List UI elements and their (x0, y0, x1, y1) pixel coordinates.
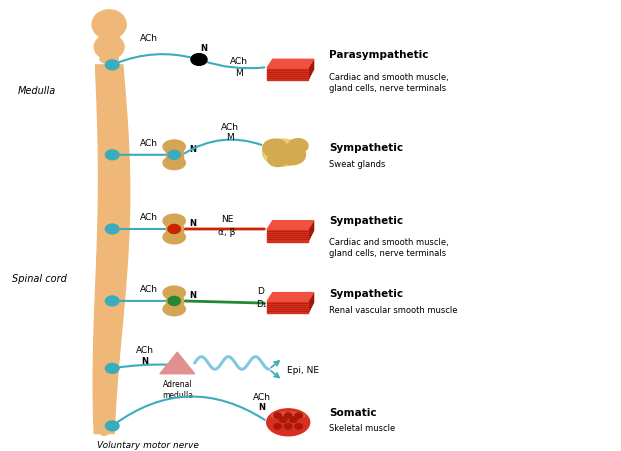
Text: Renal vascular smooth muscle: Renal vascular smooth muscle (329, 305, 458, 314)
Text: α, β: α, β (218, 228, 235, 237)
Circle shape (106, 61, 119, 71)
Text: Spinal cord: Spinal cord (12, 274, 66, 284)
Ellipse shape (94, 36, 124, 60)
Circle shape (168, 297, 180, 306)
Circle shape (279, 417, 287, 423)
Circle shape (274, 413, 281, 419)
Circle shape (288, 139, 308, 154)
Text: D₁: D₁ (256, 299, 266, 308)
Text: Voluntary motor nerve: Voluntary motor nerve (97, 440, 199, 449)
Text: Sympathetic: Sympathetic (329, 288, 403, 298)
Circle shape (295, 413, 302, 419)
Polygon shape (308, 293, 314, 314)
Text: M: M (226, 132, 234, 141)
Circle shape (268, 153, 288, 167)
Ellipse shape (163, 141, 185, 154)
Text: ACh: ACh (230, 56, 248, 65)
Ellipse shape (163, 303, 185, 316)
Circle shape (191, 55, 207, 66)
Circle shape (168, 151, 180, 160)
Circle shape (295, 424, 302, 429)
Text: M: M (235, 69, 243, 78)
Circle shape (284, 413, 292, 419)
Ellipse shape (99, 423, 110, 435)
Text: ACh: ACh (140, 34, 158, 42)
Text: N: N (189, 291, 197, 299)
Text: D: D (258, 286, 265, 295)
Polygon shape (166, 152, 183, 159)
Polygon shape (267, 221, 314, 230)
Text: Somatic: Somatic (329, 408, 377, 418)
Text: N: N (189, 219, 197, 228)
Text: ACh: ACh (135, 345, 153, 354)
Circle shape (106, 421, 119, 431)
Polygon shape (308, 221, 314, 242)
Text: Skeletal muscle: Skeletal muscle (329, 423, 396, 432)
Text: Medulla: Medulla (18, 85, 57, 96)
Polygon shape (93, 66, 130, 433)
Polygon shape (267, 302, 308, 314)
Polygon shape (160, 352, 194, 374)
Circle shape (289, 417, 297, 423)
Text: ACh: ACh (140, 212, 158, 221)
Ellipse shape (163, 231, 185, 244)
Circle shape (284, 424, 292, 429)
Circle shape (106, 151, 119, 161)
Text: ACh: ACh (140, 138, 158, 147)
Polygon shape (308, 60, 314, 81)
Text: Epi, NE: Epi, NE (287, 365, 319, 374)
Text: N: N (259, 402, 266, 411)
Polygon shape (267, 69, 308, 81)
Text: Cardiac and smooth muscle,
gland cells, nerve terminals: Cardiac and smooth muscle, gland cells, … (329, 238, 449, 258)
Ellipse shape (100, 55, 119, 64)
Ellipse shape (266, 409, 310, 436)
Ellipse shape (92, 11, 126, 40)
Polygon shape (267, 293, 314, 302)
Text: Adrenal
medulla: Adrenal medulla (162, 379, 193, 399)
Text: N: N (141, 356, 148, 365)
Ellipse shape (163, 286, 185, 300)
Circle shape (106, 364, 119, 373)
Ellipse shape (163, 157, 185, 170)
Text: Sweat glands: Sweat glands (329, 160, 386, 169)
Circle shape (106, 296, 119, 306)
Text: Sympathetic: Sympathetic (329, 216, 403, 226)
Text: NE: NE (220, 214, 233, 223)
Text: Cardiac and smooth muscle,
gland cells, nerve terminals: Cardiac and smooth muscle, gland cells, … (329, 73, 449, 93)
Circle shape (278, 146, 306, 166)
Ellipse shape (163, 215, 185, 228)
Text: ACh: ACh (140, 285, 158, 294)
Text: ACh: ACh (221, 123, 239, 131)
Polygon shape (166, 298, 183, 304)
Polygon shape (267, 60, 314, 69)
Text: N: N (189, 145, 197, 154)
Polygon shape (267, 230, 308, 242)
Ellipse shape (263, 140, 303, 167)
Circle shape (168, 225, 180, 234)
Text: ACh: ACh (253, 392, 271, 401)
Text: Parasympathetic: Parasympathetic (329, 50, 428, 60)
Ellipse shape (271, 412, 305, 419)
Circle shape (263, 140, 288, 158)
Circle shape (106, 225, 119, 235)
Circle shape (274, 424, 281, 429)
Polygon shape (166, 226, 183, 233)
Text: Sympathetic: Sympathetic (329, 143, 403, 152)
Text: N: N (201, 43, 207, 52)
